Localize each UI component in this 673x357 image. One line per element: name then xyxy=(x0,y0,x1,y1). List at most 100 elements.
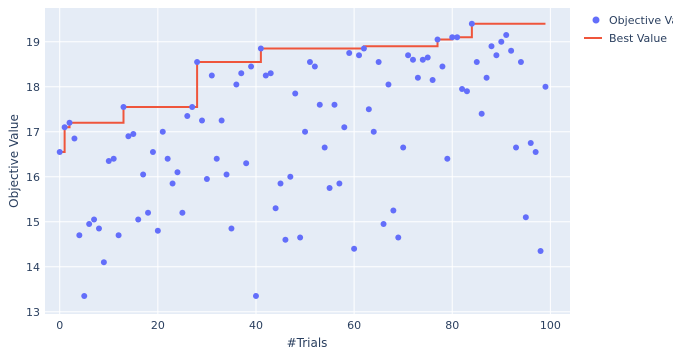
objective-point[interactable] xyxy=(381,221,387,227)
objective-point[interactable] xyxy=(145,210,151,216)
objective-point[interactable] xyxy=(346,50,352,56)
objective-point[interactable] xyxy=(179,210,185,216)
objective-point[interactable] xyxy=(199,118,205,124)
legend-item-best[interactable]: Best Value xyxy=(584,32,667,45)
objective-point[interactable] xyxy=(238,70,244,76)
objective-point[interactable] xyxy=(542,84,548,90)
objective-point[interactable] xyxy=(224,172,230,178)
objective-point[interactable] xyxy=(469,21,475,27)
objective-point[interactable] xyxy=(253,293,259,299)
x-tick-label: 80 xyxy=(445,319,459,332)
objective-point[interactable] xyxy=(67,120,73,126)
objective-point[interactable] xyxy=(317,102,323,108)
objective-point[interactable] xyxy=(528,140,534,146)
objective-point[interactable] xyxy=(484,75,490,81)
objective-point[interactable] xyxy=(81,293,87,299)
objective-point[interactable] xyxy=(233,82,239,88)
objective-point[interactable] xyxy=(336,181,342,187)
objective-point[interactable] xyxy=(523,214,529,220)
objective-point[interactable] xyxy=(518,59,524,65)
objective-point[interactable] xyxy=(322,145,328,151)
objective-point[interactable] xyxy=(209,73,215,79)
objective-point[interactable] xyxy=(57,149,63,155)
objective-point[interactable] xyxy=(111,156,117,162)
objective-point[interactable] xyxy=(498,39,504,45)
objective-point[interactable] xyxy=(76,232,82,238)
objective-point[interactable] xyxy=(331,102,337,108)
objective-point[interactable] xyxy=(204,176,210,182)
objective-point[interactable] xyxy=(400,145,406,151)
objective-point[interactable] xyxy=(121,104,127,110)
legend[interactable]: Objective Value Best Value xyxy=(584,14,673,45)
objective-point[interactable] xyxy=(538,248,544,254)
objective-point[interactable] xyxy=(258,46,264,52)
objective-point[interactable] xyxy=(341,124,347,130)
objective-point[interactable] xyxy=(430,77,436,83)
objective-point[interactable] xyxy=(302,129,308,135)
objective-point[interactable] xyxy=(101,259,107,265)
objective-point[interactable] xyxy=(194,59,200,65)
objective-point[interactable] xyxy=(86,221,92,227)
objective-point[interactable] xyxy=(155,228,161,234)
objective-point[interactable] xyxy=(327,185,333,191)
objective-point[interactable] xyxy=(371,129,377,135)
objective-point[interactable] xyxy=(464,88,470,94)
objective-point[interactable] xyxy=(385,82,391,88)
objective-point[interactable] xyxy=(366,106,372,112)
legend-item-objective[interactable]: Objective Value xyxy=(593,14,673,27)
objective-point[interactable] xyxy=(287,174,293,180)
objective-point[interactable] xyxy=(439,64,445,70)
objective-point[interactable] xyxy=(278,181,284,187)
objective-point[interactable] xyxy=(415,75,421,81)
x-tick-label: 100 xyxy=(540,319,561,332)
objective-point[interactable] xyxy=(376,59,382,65)
objective-point[interactable] xyxy=(150,149,156,155)
objective-point[interactable] xyxy=(165,156,171,162)
objective-point[interactable] xyxy=(493,52,499,58)
objective-point[interactable] xyxy=(435,37,441,43)
objective-point[interactable] xyxy=(361,46,367,52)
objective-point[interactable] xyxy=(170,181,176,187)
objective-point[interactable] xyxy=(508,48,514,54)
objective-point[interactable] xyxy=(91,217,97,223)
objective-point[interactable] xyxy=(395,235,401,241)
objective-point[interactable] xyxy=(140,172,146,178)
objective-point[interactable] xyxy=(533,149,539,155)
objective-point[interactable] xyxy=(312,64,318,70)
objective-point[interactable] xyxy=(425,55,431,61)
objective-point[interactable] xyxy=(390,208,396,214)
objective-point[interactable] xyxy=(174,169,180,175)
objective-point[interactable] xyxy=(479,111,485,117)
objective-point[interactable] xyxy=(189,104,195,110)
objective-point[interactable] xyxy=(96,226,102,232)
objective-point[interactable] xyxy=(307,59,313,65)
objective-point[interactable] xyxy=(410,57,416,63)
objective-point[interactable] xyxy=(130,131,136,137)
objective-point[interactable] xyxy=(71,136,77,142)
objective-point[interactable] xyxy=(160,129,166,135)
objective-point[interactable] xyxy=(351,246,357,252)
objective-point[interactable] xyxy=(282,237,288,243)
objective-point[interactable] xyxy=(405,52,411,58)
objective-point[interactable] xyxy=(513,145,519,151)
objective-point[interactable] xyxy=(454,34,460,40)
y-tick-label: 19 xyxy=(26,36,40,49)
objective-point[interactable] xyxy=(292,91,298,97)
objective-point[interactable] xyxy=(228,226,234,232)
objective-point[interactable] xyxy=(62,124,68,130)
objective-point[interactable] xyxy=(248,64,254,70)
objective-point[interactable] xyxy=(444,156,450,162)
objective-point[interactable] xyxy=(219,118,225,124)
objective-point[interactable] xyxy=(214,156,220,162)
objective-point[interactable] xyxy=(474,59,480,65)
objective-point[interactable] xyxy=(116,232,122,238)
objective-point[interactable] xyxy=(268,70,274,76)
objective-point[interactable] xyxy=(488,43,494,49)
objective-point[interactable] xyxy=(356,52,362,58)
objective-point[interactable] xyxy=(135,217,141,223)
objective-point[interactable] xyxy=(184,113,190,119)
objective-point[interactable] xyxy=(297,235,303,241)
objective-point[interactable] xyxy=(243,160,249,166)
objective-point[interactable] xyxy=(273,205,279,211)
objective-point[interactable] xyxy=(503,32,509,38)
